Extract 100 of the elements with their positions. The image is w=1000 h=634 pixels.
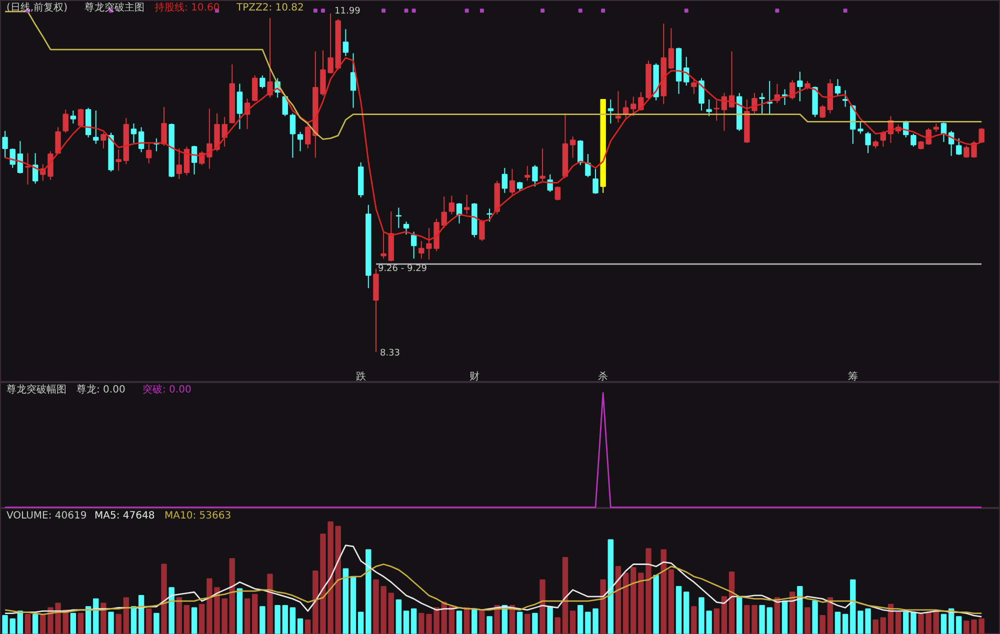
bar <box>676 586 682 634</box>
bar <box>93 598 99 634</box>
candlestick <box>706 98 712 117</box>
candlestick <box>70 110 76 124</box>
candlestick <box>191 145 198 175</box>
candlestick <box>93 110 99 144</box>
bar <box>910 612 916 634</box>
bar <box>812 600 818 634</box>
annotation: 9.26 - 9.29 <box>378 264 428 274</box>
text: 突破: 0.00 <box>142 384 192 396</box>
candlestick <box>532 164 538 187</box>
bar <box>146 608 152 634</box>
candlestick <box>691 78 697 94</box>
bar <box>282 605 288 634</box>
bar <box>516 612 523 634</box>
bar <box>191 607 198 634</box>
text: 8.33 <box>380 348 400 358</box>
bar <box>827 597 834 634</box>
bar <box>448 606 455 634</box>
bar <box>335 526 341 634</box>
candlestick <box>252 74 258 102</box>
chart-title: (日线,前复权) <box>6 2 68 14</box>
candlestick <box>540 148 546 182</box>
bar <box>547 606 553 634</box>
candlestick <box>62 109 68 134</box>
bar <box>615 566 622 634</box>
bar <box>274 605 280 634</box>
bar <box>622 572 629 634</box>
candlestick <box>630 96 636 117</box>
candlestick <box>578 140 584 166</box>
bar <box>176 597 182 634</box>
candlestick <box>698 78 704 112</box>
candlestick <box>834 78 841 96</box>
candlestick <box>78 108 84 127</box>
bar <box>130 606 137 634</box>
bar <box>880 617 886 634</box>
text: 11.99 <box>334 6 360 16</box>
text: 财 <box>469 372 480 382</box>
candlestick <box>267 18 273 98</box>
bar <box>766 607 772 634</box>
bar <box>366 549 372 634</box>
candlestick <box>2 130 8 158</box>
bar <box>138 594 144 634</box>
text: 持股线: 10.60 <box>154 2 220 14</box>
candlestick <box>116 148 122 172</box>
bar <box>736 597 742 634</box>
bar <box>683 592 690 634</box>
bar <box>168 587 174 634</box>
candlestick <box>342 28 349 56</box>
candlestick <box>350 52 356 108</box>
bar <box>108 612 114 634</box>
bar <box>532 612 538 634</box>
text: TPZZ2: 10.82 <box>236 2 304 14</box>
chart-subtitle: 尊龙突破主图 <box>84 2 144 14</box>
bar <box>456 610 462 634</box>
candlestick <box>448 195 455 215</box>
bar <box>691 606 697 634</box>
bar <box>418 612 424 634</box>
chart-title: 尊龙突破幅图 <box>6 384 66 396</box>
bar <box>721 596 728 634</box>
candlestick <box>820 104 826 118</box>
candlestick <box>608 98 614 124</box>
bar <box>32 614 38 634</box>
bar <box>578 605 584 634</box>
bar <box>774 597 780 634</box>
chart-title: VOLUME: 40619 <box>6 510 87 522</box>
text: MA5: 47648 <box>94 510 155 522</box>
text: MA10: 53663 <box>164 510 232 522</box>
bar <box>184 605 190 634</box>
bar <box>17 610 24 634</box>
bar <box>903 612 909 634</box>
candlestick <box>297 131 304 152</box>
candlestick <box>380 231 386 260</box>
candlestick <box>236 83 243 130</box>
bar <box>653 574 659 634</box>
bar <box>562 557 568 634</box>
bar <box>70 612 76 634</box>
bar <box>782 600 788 634</box>
bar <box>403 610 410 634</box>
candlestick <box>418 240 424 260</box>
text: 跌 <box>356 372 366 382</box>
bar <box>229 558 235 634</box>
bar <box>804 607 810 634</box>
bar <box>2 615 8 634</box>
bar <box>85 606 92 634</box>
candlestick <box>759 92 765 115</box>
candlestick <box>24 152 31 186</box>
bar <box>161 564 167 634</box>
candlestick <box>956 138 962 156</box>
candlestick <box>479 219 485 242</box>
bar <box>850 579 856 634</box>
candlestick <box>32 152 38 184</box>
bar <box>608 539 614 634</box>
candlestick <box>441 196 447 229</box>
bar <box>260 606 266 634</box>
bar <box>570 610 576 634</box>
candlestick <box>554 186 560 201</box>
bar <box>100 602 106 634</box>
bar <box>24 614 31 634</box>
candlestick <box>910 133 916 148</box>
